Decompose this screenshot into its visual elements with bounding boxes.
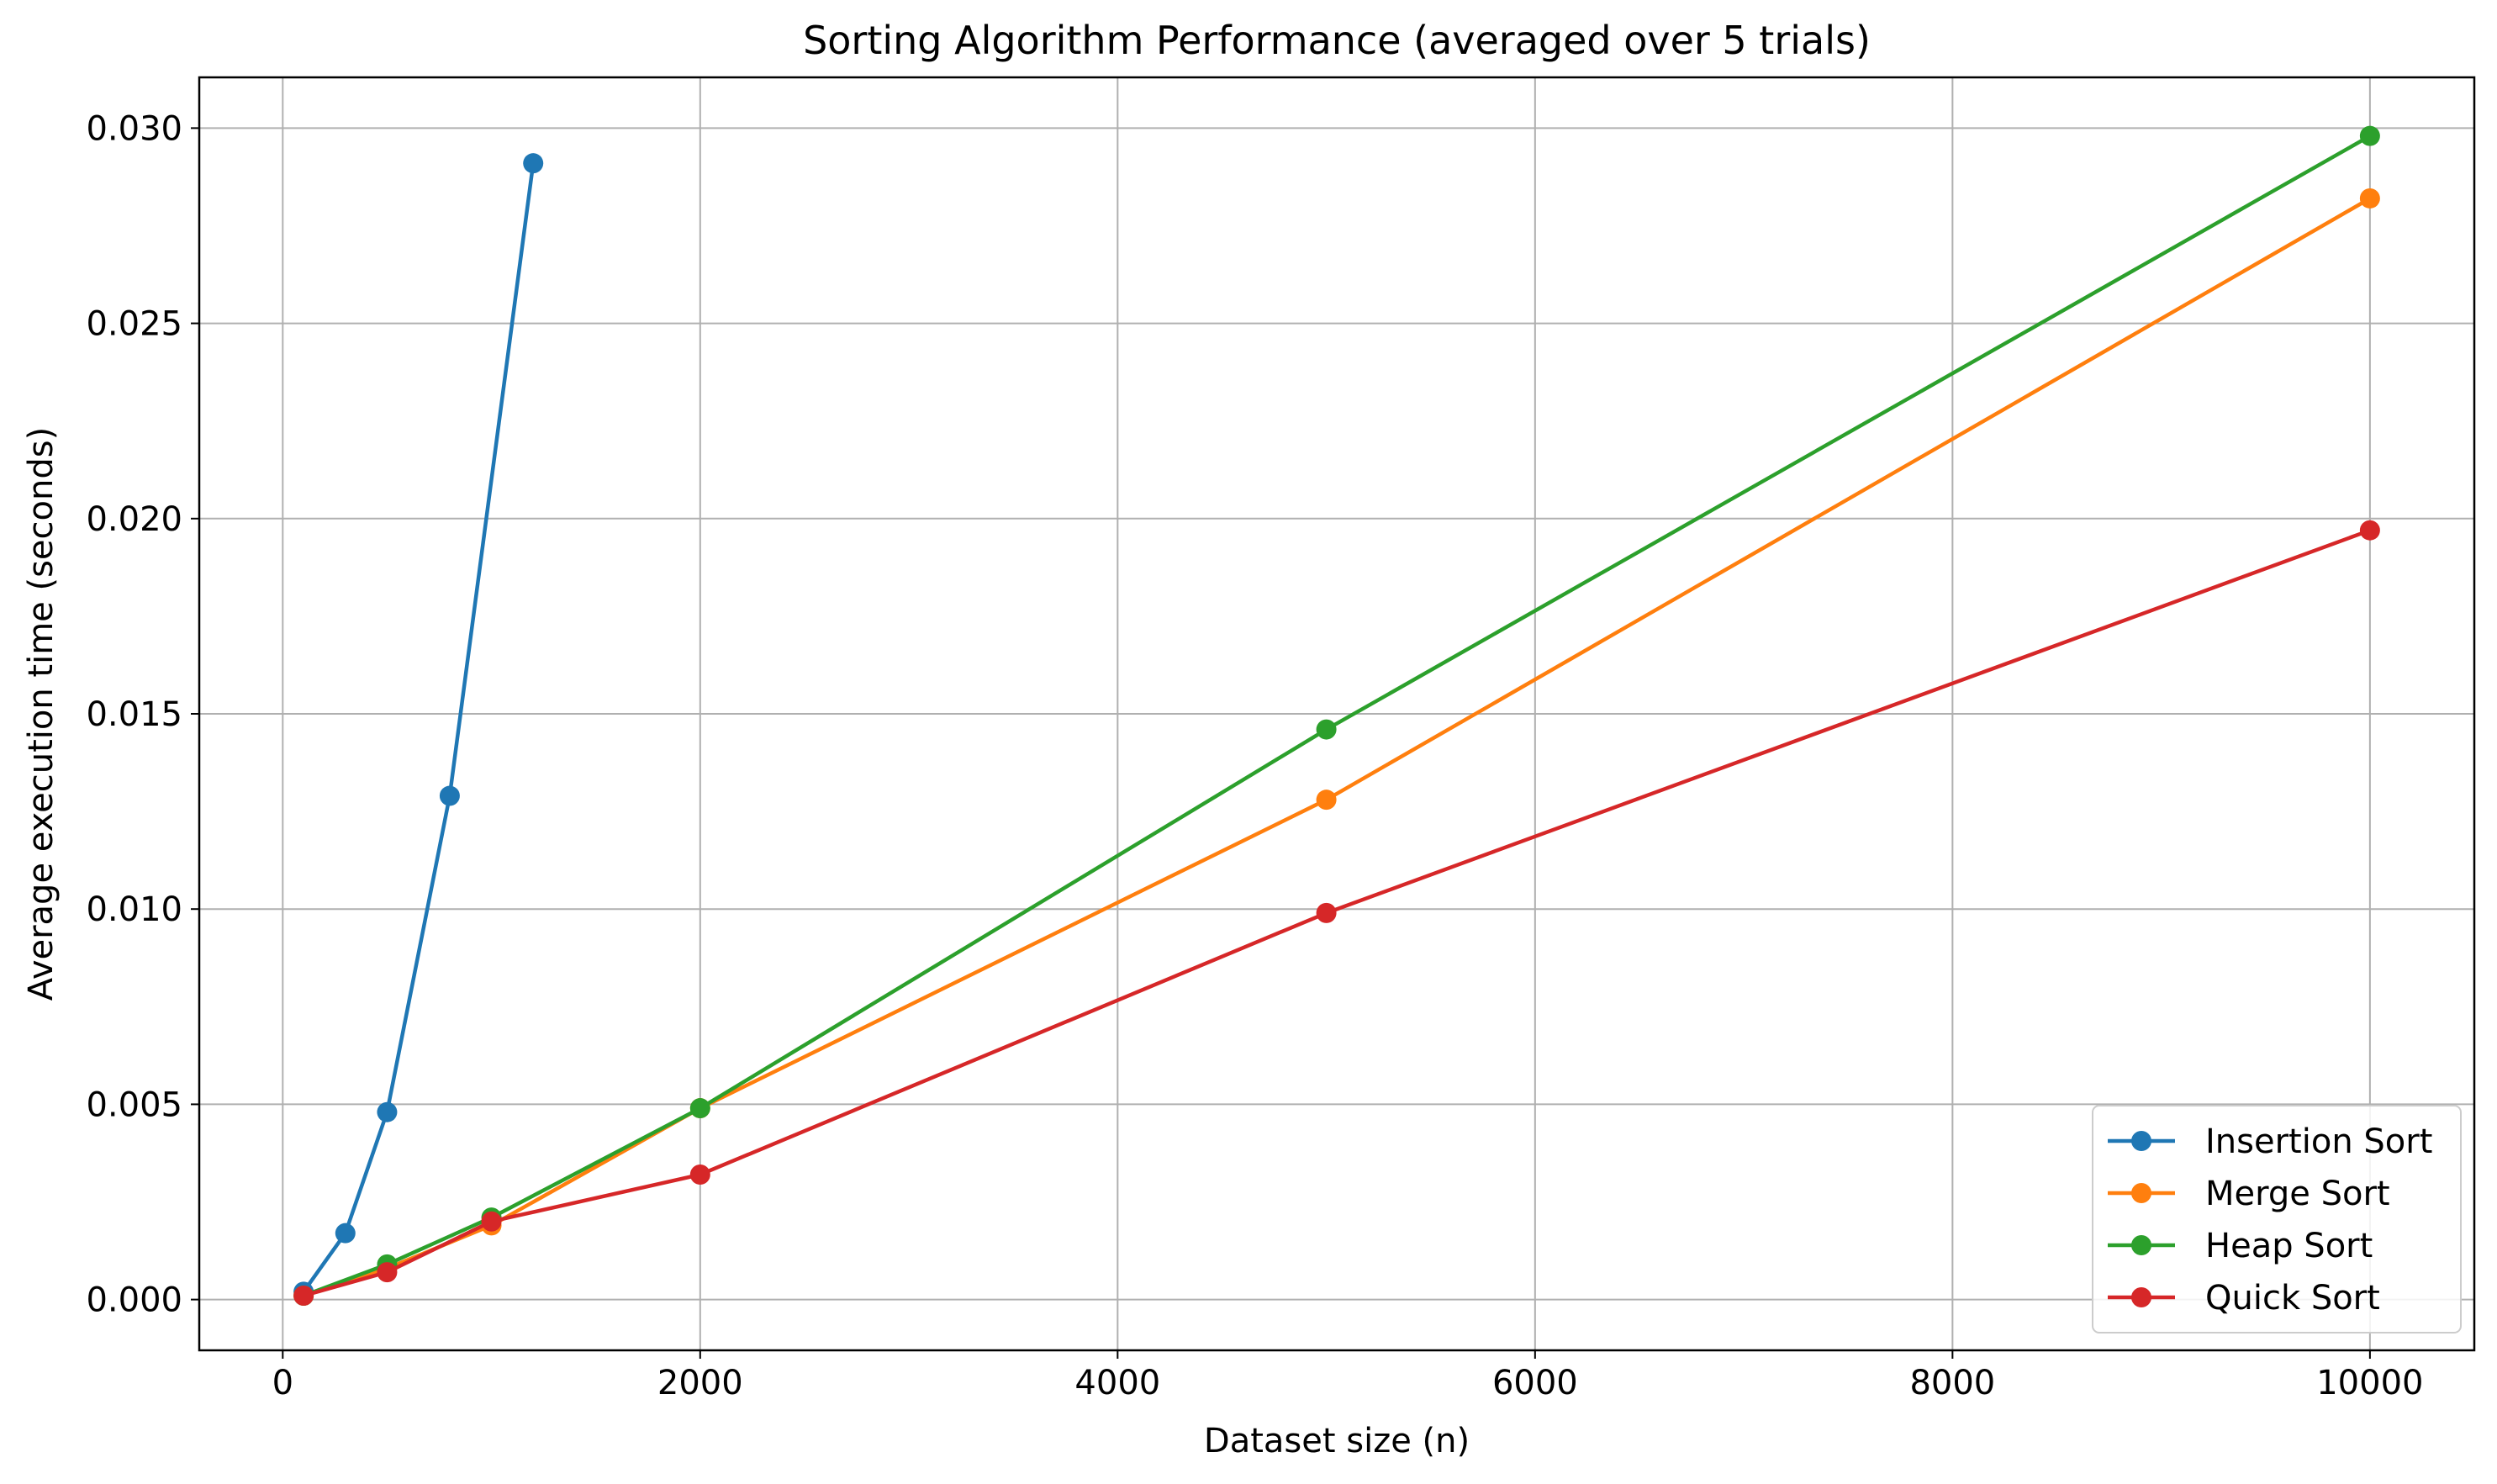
series-line	[303, 528, 2371, 1298]
data-point	[377, 1262, 398, 1283]
x-tick-label: 8000	[1909, 1364, 1995, 1402]
data-point	[523, 153, 544, 174]
legend-item: Insertion Sort	[2108, 1122, 2432, 1161]
legend-marker	[2131, 1183, 2151, 1203]
data-point	[481, 1211, 502, 1232]
legend-label: Quick Sort	[2205, 1279, 2380, 1318]
legend-box	[2092, 1105, 2462, 1333]
x-tick-label: 10000	[2316, 1364, 2423, 1402]
legend-item: Merge Sort	[2108, 1175, 2390, 1213]
ticks: 0 2000 4000 6000 8000 10000 0.000 0.005 0.010 0.0…	[86, 109, 2423, 1402]
legend-marker	[2131, 1287, 2151, 1307]
data-point	[335, 1223, 356, 1244]
y-axis-label: Average execution time (seconds)	[22, 427, 61, 1001]
y-tick-label: 0.025	[86, 305, 182, 344]
legend-label: Heap Sort	[2205, 1227, 2373, 1265]
data-point	[439, 785, 460, 806]
y-tick-label: 0.000	[86, 1281, 182, 1320]
data-point	[1316, 790, 1337, 811]
y-tick-label: 0.020	[86, 500, 182, 539]
data-point	[2359, 125, 2380, 146]
legend-item: Quick Sort	[2108, 1279, 2380, 1318]
y-tick-label: 0.030	[86, 109, 182, 148]
legend-label: Insertion Sort	[2205, 1122, 2432, 1161]
x-tick-label: 0	[272, 1364, 293, 1402]
data-point	[1316, 719, 1337, 740]
data-point	[293, 1285, 314, 1306]
x-tick-label: 4000	[1074, 1364, 1160, 1402]
x-axis-label: Dataset size (n)	[1204, 1422, 1470, 1460]
chart-title: Sorting Algorithm Performance (averaged …	[803, 18, 1871, 63]
legend: Insertion Sort Merge Sort Heap Sort Quick S…	[2092, 1105, 2462, 1333]
legend-marker	[2131, 1235, 2151, 1255]
data-point	[2359, 187, 2380, 209]
y-tick-label: 0.005	[86, 1085, 182, 1124]
data-point	[2359, 520, 2380, 541]
x-tick-label: 6000	[1492, 1364, 1578, 1402]
data-point	[1316, 902, 1337, 923]
data-point	[377, 1101, 398, 1122]
data-point	[689, 1098, 710, 1119]
data-point	[689, 1164, 710, 1186]
legend-label: Merge Sort	[2205, 1175, 2390, 1213]
x-tick-label: 2000	[657, 1364, 743, 1402]
series-layer	[293, 125, 2380, 1306]
y-tick-label: 0.015	[86, 695, 182, 734]
series-line	[303, 197, 2372, 1298]
legend-item: Heap Sort	[2108, 1227, 2373, 1265]
legend-marker	[2131, 1131, 2151, 1151]
series-line	[303, 134, 2372, 1298]
series-quick-sort	[293, 520, 2380, 1306]
y-tick-label: 0.010	[86, 890, 182, 929]
